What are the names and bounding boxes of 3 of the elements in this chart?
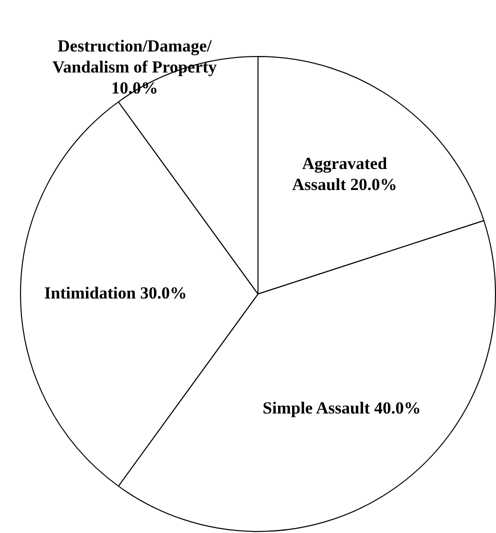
slice-label: Intimidation 30.0%	[44, 283, 187, 302]
slice-label: Simple Assault 40.0%	[262, 398, 421, 418]
slice-label: Aggravated Assault 20.0%	[292, 154, 397, 194]
